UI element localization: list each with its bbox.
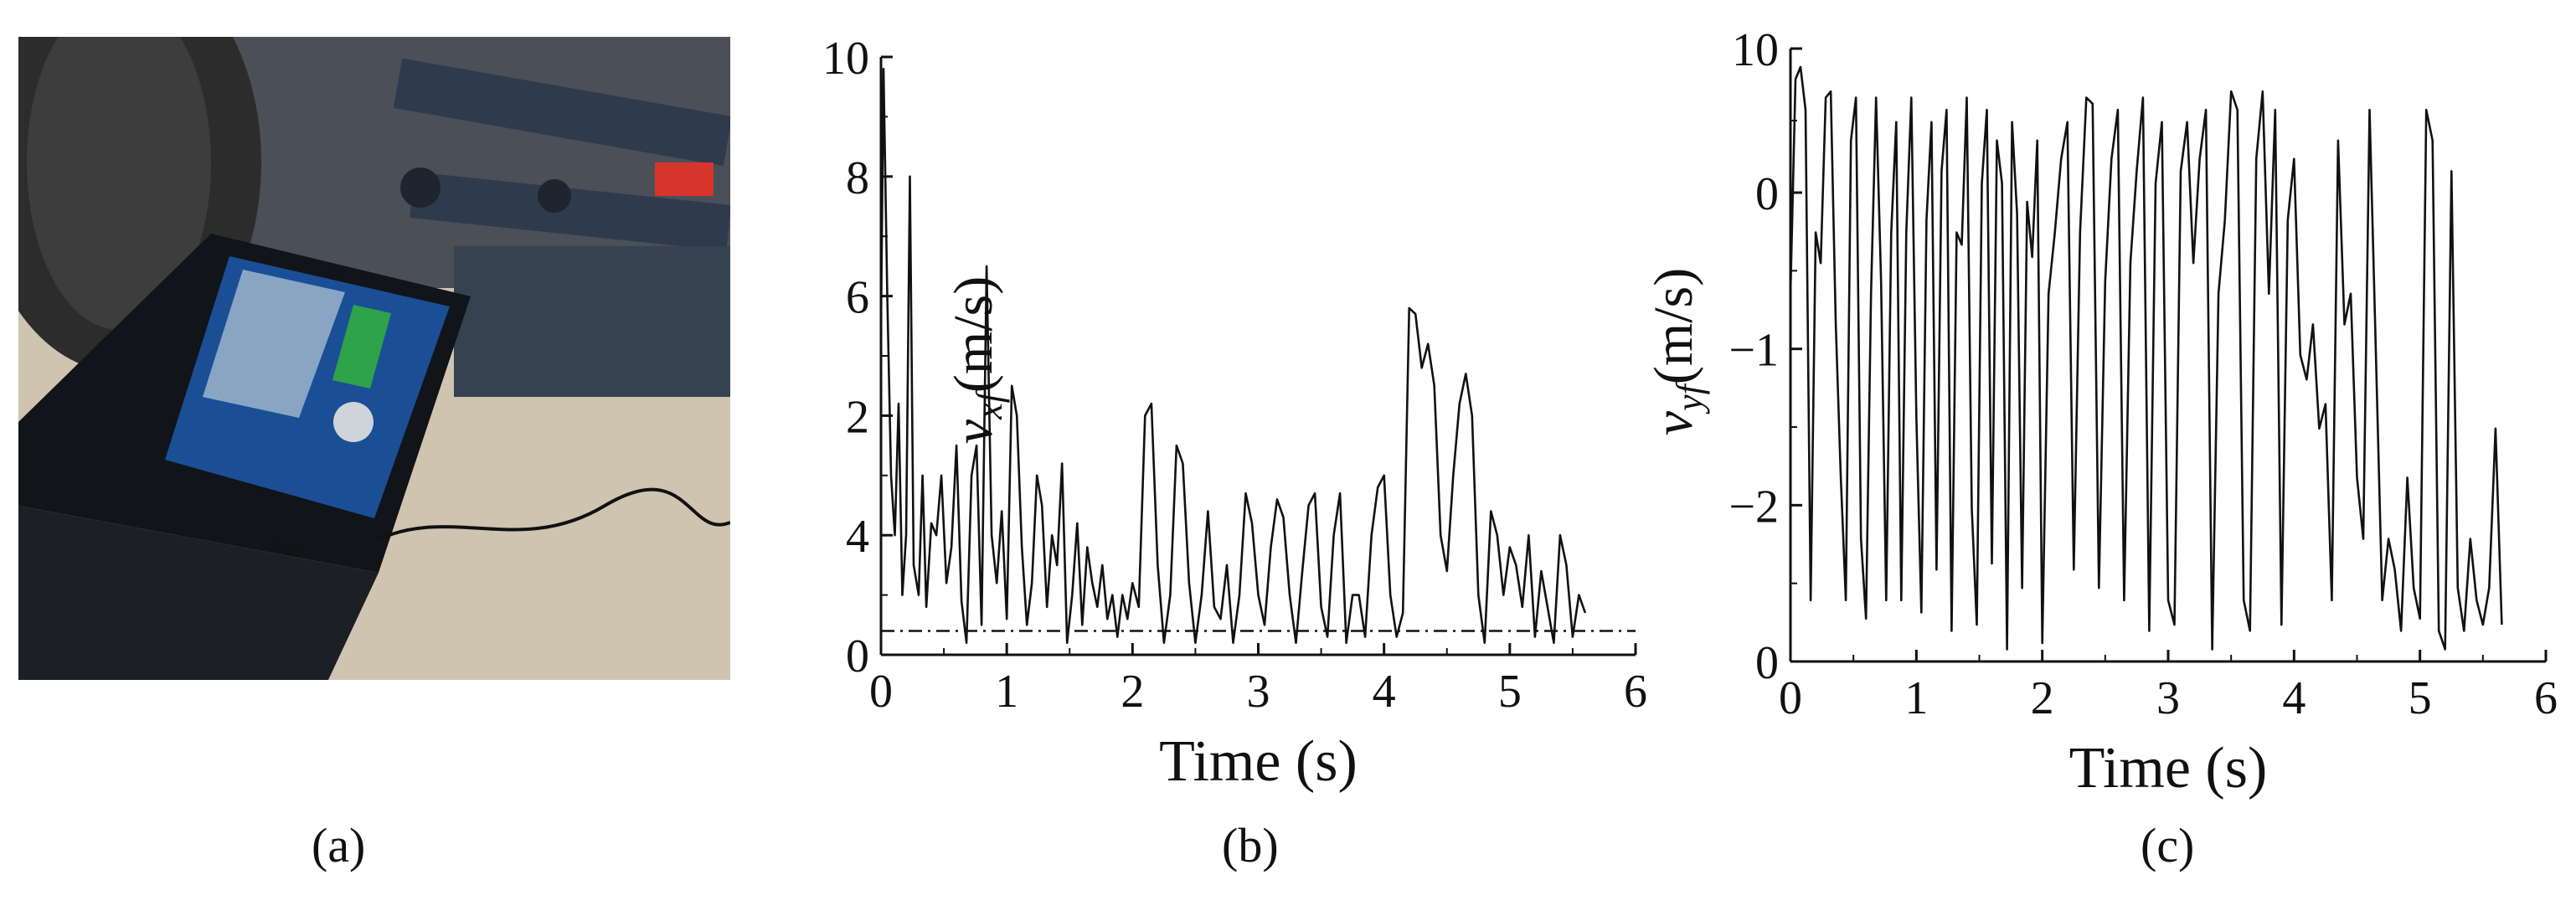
chart-b-ylabel-units: (m/s) bbox=[943, 276, 1004, 393]
panel-label-b: (b) bbox=[1222, 818, 1279, 873]
screen-gauge bbox=[333, 402, 374, 442]
chart-c-series-line bbox=[1789, 65, 2503, 651]
c-x-tick-label: 6 bbox=[2534, 672, 2558, 724]
c-x-tick-label: 2 bbox=[2031, 672, 2054, 724]
chart-b-tick-labels: 0 1 2 3 4 5 6 0 4 2 6 8 10 bbox=[822, 33, 1647, 718]
laptop-cable bbox=[378, 487, 730, 541]
b-x-tick-label: 4 bbox=[1373, 666, 1396, 718]
tractor-tire-inner bbox=[27, 37, 211, 330]
c-y-tick-label: 0 bbox=[1755, 637, 1779, 689]
frame-joint-2 bbox=[538, 179, 571, 213]
panel-label-c: (c) bbox=[2141, 818, 2195, 873]
c-x-tick-label: 5 bbox=[2409, 672, 2432, 724]
panel-label-a: (a) bbox=[312, 818, 366, 873]
photo-illustration: ASUS bbox=[18, 37, 730, 680]
frame-body bbox=[454, 246, 730, 397]
red-reflector bbox=[655, 162, 714, 196]
b-x-tick-label: 5 bbox=[1498, 666, 1522, 718]
c-x-tick-label: 3 bbox=[2156, 672, 2180, 724]
c-x-tick-label: 0 bbox=[1779, 672, 1802, 724]
b-x-tick-label: 6 bbox=[1624, 666, 1647, 718]
b-x-tick-label: 0 bbox=[869, 666, 893, 718]
c-y-tick-label: −2 bbox=[1728, 481, 1779, 533]
b-y-tick-label: 6 bbox=[846, 272, 869, 324]
chart-b-ylabel-subscript: xf bbox=[969, 388, 1010, 420]
b-y-tick-label: 0 bbox=[846, 631, 869, 682]
chart-c-ticks bbox=[1789, 47, 2548, 663]
chart-b-series-line bbox=[879, 68, 1587, 644]
c-x-tick-label: 4 bbox=[2282, 672, 2306, 724]
c-y-tick-label: 0 bbox=[1755, 168, 1779, 220]
laptop-keyboard-deck bbox=[18, 506, 379, 680]
frame-joint-1 bbox=[400, 167, 440, 208]
b-x-tick-label: 2 bbox=[1121, 666, 1144, 718]
screen-green-panel bbox=[332, 305, 391, 389]
frame-beam-upper bbox=[393, 58, 730, 167]
frame-beam-middle bbox=[410, 172, 730, 251]
c-y-tick-label: 10 bbox=[1732, 24, 1779, 76]
chart-c-ylabel-subscript: yf bbox=[1669, 379, 1710, 414]
chart-c-tick-labels: 0 1 2 3 4 5 6 0 −2 −1 0 10 bbox=[1728, 24, 2558, 724]
b-y-tick-label: 10 bbox=[822, 33, 869, 85]
chart-c-ylabel-units: (m/s) bbox=[1643, 268, 1704, 384]
b-x-tick-label: 1 bbox=[995, 666, 1018, 718]
chart-c-y-axis-label: vyf(m/s) bbox=[1643, 268, 1710, 435]
chart-b-ticks bbox=[879, 55, 1637, 656]
chart-b-x-axis-label: Time (s) bbox=[1159, 729, 1358, 794]
b-x-tick-label: 3 bbox=[1247, 666, 1270, 718]
c-y-tick-label: −1 bbox=[1728, 325, 1779, 377]
b-y-tick-label: 2 bbox=[846, 391, 869, 443]
screen-plot-window bbox=[203, 270, 345, 418]
c-x-tick-label: 1 bbox=[1904, 672, 1928, 724]
chart-c-x-axis-label: Time (s) bbox=[2069, 736, 2268, 800]
chart-c-ylabel-symbol: v bbox=[1643, 410, 1704, 435]
chart-b-ylabel-symbol: v bbox=[943, 419, 1004, 444]
b-y-tick-label: 8 bbox=[846, 152, 869, 204]
photo-laptop-tractor: ASUS bbox=[18, 37, 730, 680]
b-y-tick-label: 4 bbox=[846, 511, 869, 563]
chart-b-y-axis-label: vxf(m/s) bbox=[943, 276, 1010, 444]
